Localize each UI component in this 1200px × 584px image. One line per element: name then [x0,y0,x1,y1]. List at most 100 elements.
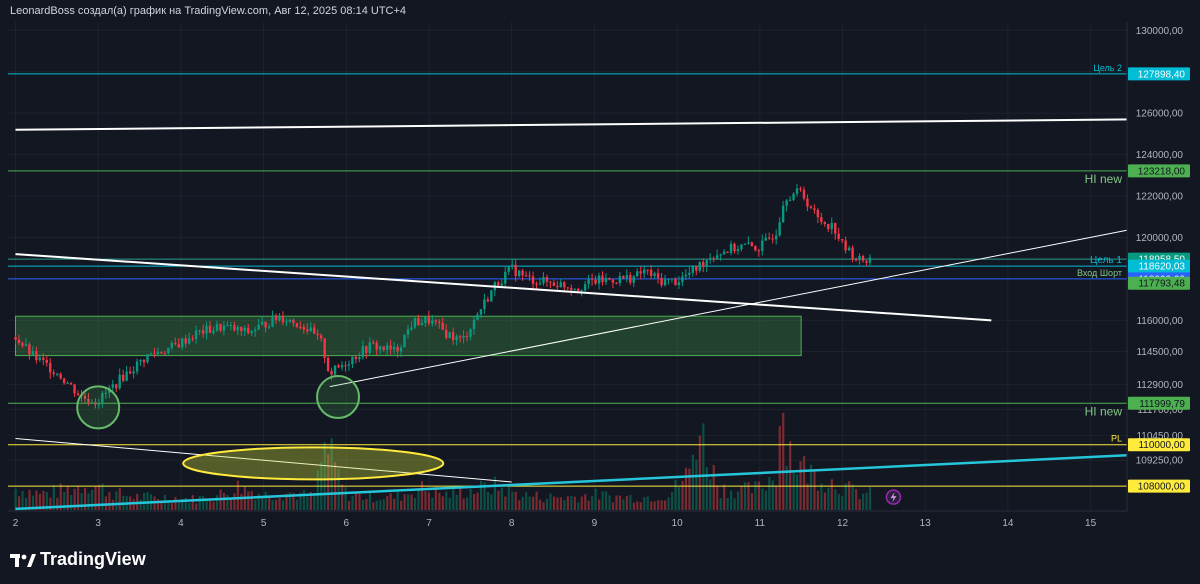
volume-bar [17,496,21,510]
volume-bar [792,472,795,510]
volume-bar [445,491,448,510]
volume-bar [841,496,844,510]
volume-bar [771,480,774,510]
candle-body [316,333,319,336]
price-label-bg [1128,164,1190,178]
price-label-text: 117793,48 [1138,279,1185,290]
volume-bar [132,499,135,510]
candle-body [52,372,55,375]
volume-bar [799,461,802,510]
candle-body [556,285,559,288]
x-tick-label: 2 [13,518,19,529]
legend-symbol[interactable]: Bitcoin / TetherUS · 1ч · BINANCE [14,31,167,42]
volume-bar [438,492,441,510]
volume-bar [337,468,340,510]
volume-bar [52,485,55,510]
volume-bar [712,464,715,510]
candle-body [233,325,236,331]
volume-bar [865,492,868,510]
candle-body [236,326,239,331]
volume-bar [684,467,688,510]
volume-bar [153,496,156,510]
candle-body [226,325,229,327]
candle-body [705,259,708,267]
volume-bar [483,482,486,510]
candle-body [358,357,361,360]
candle-body [306,329,309,332]
price-label: 108000,00 [1128,479,1190,493]
candle-body [754,246,757,251]
trend-line [329,228,1133,388]
candle-body [243,327,246,331]
volume-bar [136,493,139,510]
candle-body [28,344,31,355]
candle-body [31,351,35,355]
currency-button[interactable]: USDT [1133,27,1189,49]
volume-bar [827,487,830,510]
price-label-text: 111999,79 [1139,399,1185,410]
candle-body [740,244,743,250]
candle-body [774,235,778,240]
volume-bar [382,499,385,510]
candle-body [493,282,497,291]
candle-body [840,238,844,241]
volume-bar [834,489,837,510]
volume-bar [629,494,632,510]
candle-body [708,258,712,260]
volume-bar [823,492,827,510]
candle-body [660,278,663,286]
volume-bar [115,491,118,510]
candle-body [365,346,368,353]
volume-bar [229,497,233,510]
tradingview-logo[interactable]: TradingView [10,549,146,570]
candle-body [573,288,576,290]
volume-bar [77,485,80,510]
volume-bar [514,491,517,510]
candle-body [649,269,653,277]
volume-bar [618,495,622,510]
volume-bar [250,491,253,510]
x-tick-label: 4 [178,518,184,529]
price-label-text: 110000,00 [1138,440,1185,451]
candle-body [104,392,108,394]
candle-body [837,233,840,239]
volume-bar [354,493,358,510]
price-label-text: 123218,00 [1138,166,1186,177]
y-tick-label: 109250,00 [1136,456,1184,467]
x-tick-label: 8 [509,518,515,529]
volume-bar [723,484,726,510]
price-label-bg [1128,276,1190,290]
volume-bar [191,494,194,510]
volume-bar [705,467,708,510]
y-tick-label: 114500,00 [1136,347,1183,358]
candle-body [229,325,233,327]
volume-bar [375,500,378,510]
chart-legend: Bitcoin / TetherUS · 1ч · BINANCE ОТКР11… [14,30,560,58]
price-label-bg [1128,67,1190,81]
volume-bar [295,499,299,510]
candle-body [528,275,531,277]
volume-bar [413,498,417,510]
candle-body [382,346,385,350]
candle-body [684,274,688,277]
volume-bar [504,496,507,510]
candle-body [392,346,396,350]
volume-bar [212,501,215,510]
volume-bar [775,486,778,510]
volume-bar [556,497,559,510]
volume-bar [410,494,413,510]
time-axis [0,511,1127,535]
price-label: 118000,00 [1128,272,1190,286]
volume-bar [188,502,191,510]
price-label-bg [1128,252,1190,277]
candle-body [87,398,90,403]
volume-bar [63,492,66,510]
volume-bar [122,495,125,510]
candle-body [361,346,365,358]
candle-body [538,283,542,285]
volume-bar [691,454,695,510]
volume-bar [653,501,656,510]
candle-body [486,299,490,302]
legend-volume-label[interactable]: Объём · BTC [14,45,75,56]
